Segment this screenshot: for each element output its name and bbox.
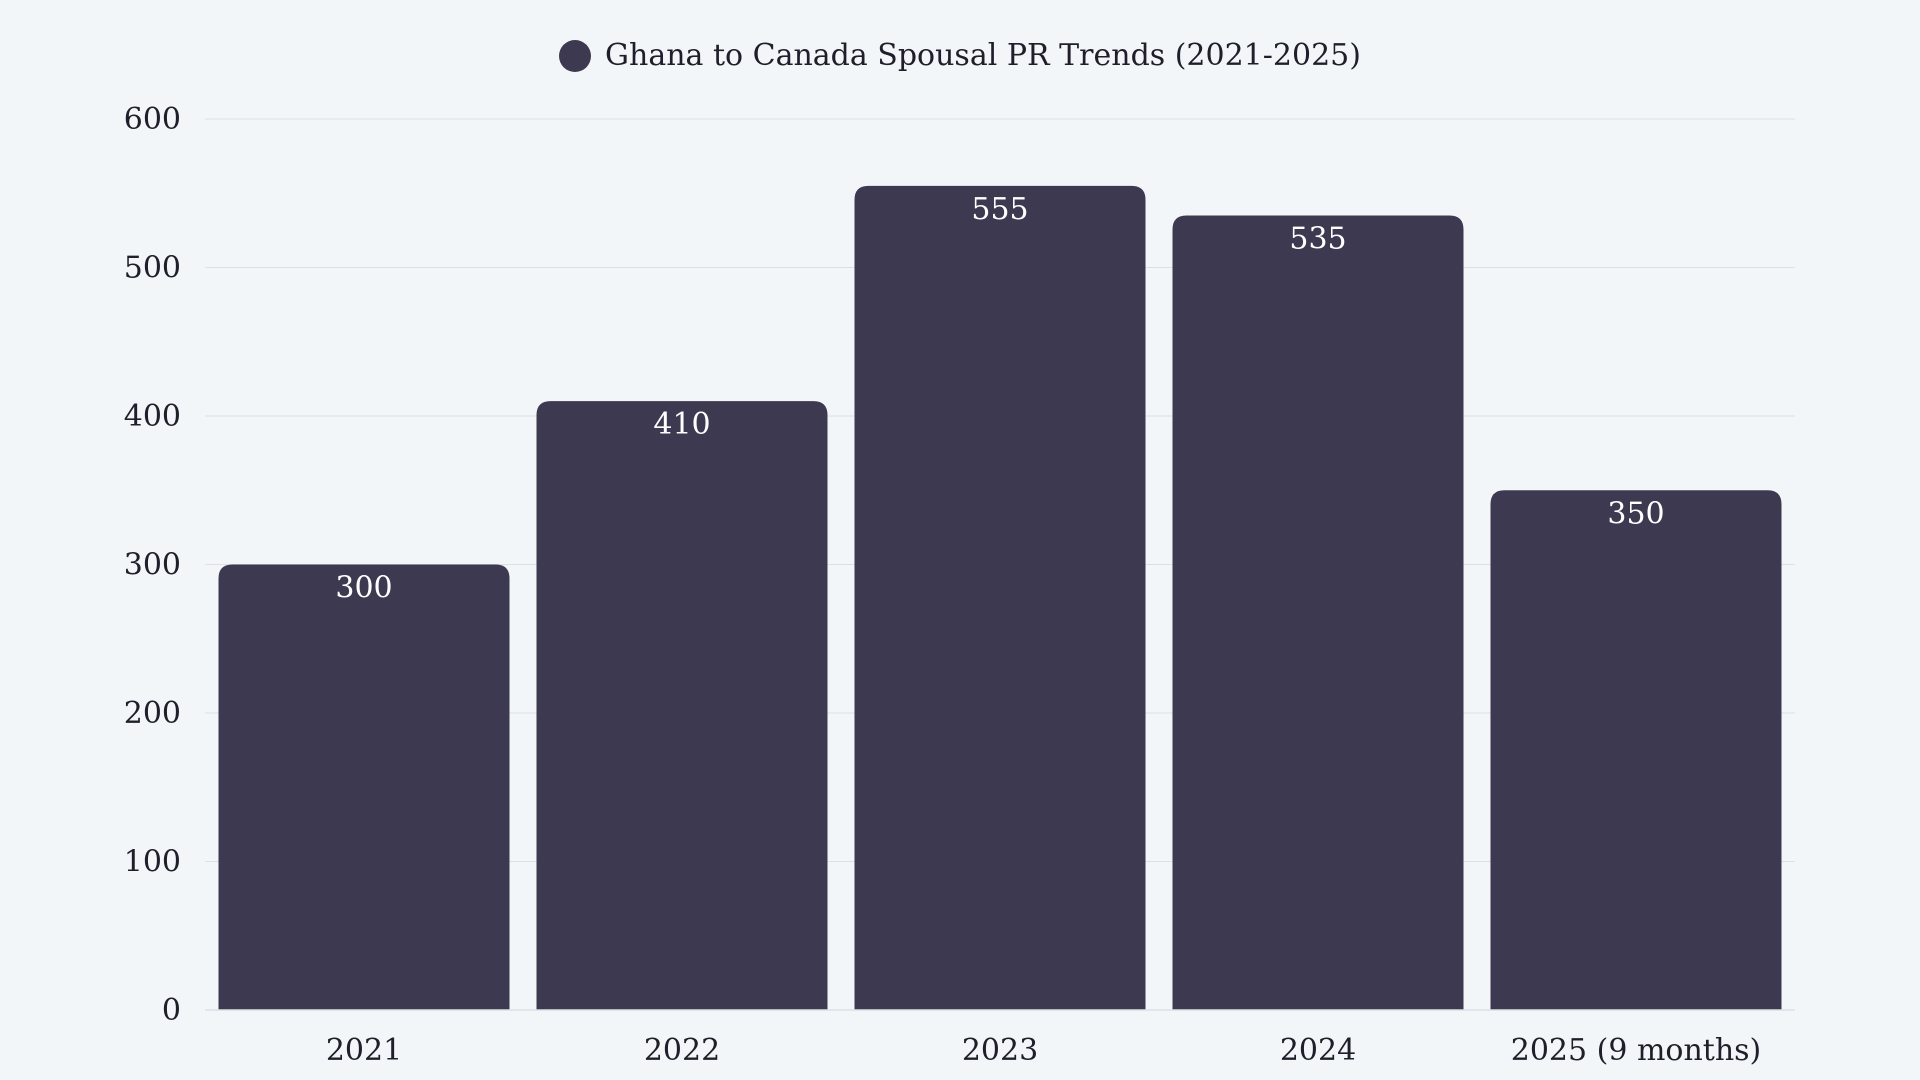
x-tick-label: 2021 <box>326 1033 402 1068</box>
data-label: 555 <box>971 192 1028 227</box>
data-label: 410 <box>653 407 710 442</box>
x-tick-label: 2025 (9 months) <box>1511 1033 1762 1068</box>
x-tick-label: 2023 <box>962 1033 1038 1068</box>
y-tick-label: 400 <box>124 399 181 434</box>
x-tick-label: 2024 <box>1280 1033 1356 1068</box>
legend-label: Ghana to Canada Spousal PR Trends (2021-… <box>605 38 1361 73</box>
bar <box>1490 490 1782 1010</box>
y-tick-label: 500 <box>124 251 181 286</box>
bar <box>218 564 510 1010</box>
data-label: 300 <box>335 571 392 606</box>
data-label: 350 <box>1607 496 1664 531</box>
y-tick-label: 200 <box>124 696 181 731</box>
bar <box>536 401 828 1010</box>
y-tick-label: 0 <box>162 993 181 1028</box>
y-tick-label: 300 <box>124 548 181 583</box>
legend: Ghana to Canada Spousal PR Trends (2021-… <box>0 38 1920 73</box>
x-tick-label: 2022 <box>644 1033 720 1068</box>
y-tick-label: 600 <box>124 102 181 137</box>
data-label: 535 <box>1289 222 1346 257</box>
bar <box>854 185 1146 1010</box>
bar <box>1172 215 1464 1010</box>
y-tick-label: 100 <box>124 845 181 880</box>
legend-marker <box>559 39 592 72</box>
